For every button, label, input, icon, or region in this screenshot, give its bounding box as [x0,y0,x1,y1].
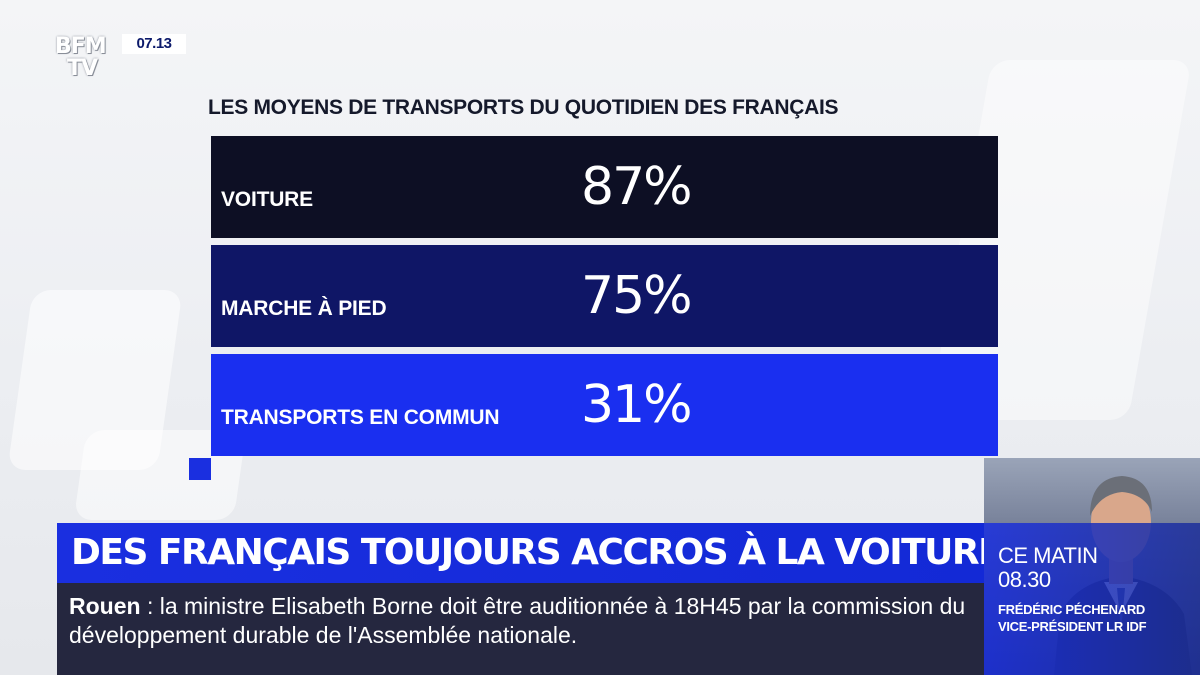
show-name: CE MATIN [998,543,1098,568]
ticker-place: Rouen [69,593,141,619]
decorative-square [189,458,211,480]
bar-value: 31% [581,375,693,435]
ticker-text: la ministre Elisabeth Borne doit être au… [69,593,966,648]
bar-label: VOITURE [221,188,313,211]
show-time: 08.30 [998,567,1051,592]
bar-row: MARCHE À PIED 75% [211,245,998,347]
clock: 07.13 [122,34,186,54]
news-ticker: Rouen : la ministre Elisabeth Borne doit… [57,583,984,675]
show-info: CE MATIN 08.30 FRÉDÉRIC PÉCHENARD VICE-P… [998,543,1147,635]
chart-title: LES MOYENS DE TRANSPORTS DU QUOTIDIEN DE… [208,96,839,119]
guest-role: VICE-PRÉSIDENT LR IDF [998,619,1147,634]
bar-row: VOITURE 87% [211,136,998,238]
bar-row: TRANSPORTS EN COMMUN 31% [211,354,998,456]
show-panel: CE MATIN 08.30 FRÉDÉRIC PÉCHENARD VICE-P… [984,458,1200,675]
channel-logo: BFM TV [55,36,115,88]
bar-label: TRANSPORTS EN COMMUN [221,406,500,429]
ticker-separator: : [140,593,160,619]
show-band [984,523,1200,675]
headline-banner: DES FRANÇAIS TOUJOURS ACCROS À LA VOITUR… [57,523,984,583]
guest-name: FRÉDÉRIC PÉCHENARD [998,602,1146,617]
bar-value: 87% [581,157,693,217]
logo-line-1: BFM [55,34,107,59]
bar-value: 75% [581,266,693,326]
bar-label: MARCHE À PIED [221,297,387,320]
logo-line-2: TV [67,56,98,81]
